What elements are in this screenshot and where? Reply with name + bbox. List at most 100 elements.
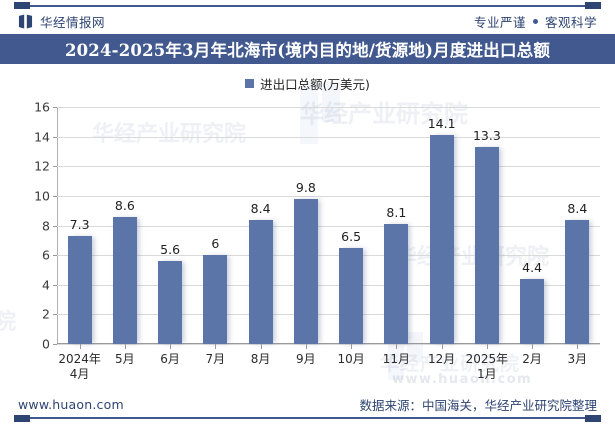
x-tick-mark	[305, 344, 307, 349]
bar-value-label: 13.3	[472, 128, 501, 143]
gridline	[57, 107, 600, 108]
bar-value-label: 5.6	[160, 242, 181, 258]
x-tick-mark	[351, 344, 353, 349]
bar-slot: 6.5 10月	[329, 107, 374, 366]
bar-slot: 7.3 2024年 4月	[57, 107, 102, 381]
bar[interactable]: 13.3	[473, 128, 501, 344]
y-tick-mark	[53, 344, 57, 345]
x-tick-label: 10月	[337, 352, 365, 366]
bar[interactable]: 9.8	[293, 180, 318, 344]
plot-area: 0 2 4 6 8 10 12 14 16 7.3 2024年 4月 8.6 5月 5.6 6月 6 7月 8.…	[34, 100, 600, 381]
y-tick-label: 2	[42, 306, 50, 322]
legend-label: 进出口总额(万美元)	[260, 77, 370, 92]
watermark-text: 院	[0, 310, 17, 335]
top-accent-block-left	[14, 2, 30, 9]
bottom-accent-block-left	[14, 415, 30, 422]
footer-site-url[interactable]: www.huaon.com	[18, 396, 124, 412]
bar-value-label: 8.1	[386, 205, 407, 221]
bar[interactable]: 6.5	[339, 229, 364, 344]
bar-slot: 8.4 3月	[555, 107, 600, 366]
x-tick-label: 6月	[160, 352, 180, 366]
bar-slot: 8.1 11月	[374, 107, 419, 366]
top-accent-block-right	[585, 2, 601, 9]
x-tick-label: 2024年 4月	[58, 352, 101, 381]
dot-icon	[532, 18, 538, 24]
tagline: 专业严谨 客观科学	[474, 12, 597, 31]
gridline	[57, 255, 600, 257]
bar-value-label: 6	[211, 236, 220, 252]
y-tick-label: 8	[42, 218, 50, 233]
gridline	[57, 166, 600, 168]
y-tick-mark	[53, 255, 57, 257]
page-title: 2024-2025年3月年北海市(境内目的地/货源地)月度进出口总额	[64, 41, 551, 60]
gridline	[57, 344, 600, 345]
bar-value-label: 8.4	[567, 200, 588, 216]
bar-slot: 6 7月	[193, 107, 238, 366]
bottom-accent-block-right	[585, 415, 601, 422]
y-tick-mark	[53, 166, 57, 168]
site-header: 华经情报网 专业严谨 客观科学	[0, 8, 615, 34]
title-bar: 2024-2025年3月年北海市(境内目的地/货源地)月度进出口总额	[0, 34, 615, 64]
bar-slot: 13.3 2025年 1月	[464, 107, 509, 381]
bar[interactable]: 8.6	[112, 198, 137, 344]
x-tick-mark	[441, 344, 443, 349]
gridline	[57, 136, 600, 138]
x-tick-mark	[486, 344, 488, 349]
bar[interactable]: 5.6	[158, 242, 183, 344]
x-tick-mark	[215, 344, 217, 349]
y-tick-label: 4	[42, 277, 50, 293]
x-tick-label: 8月	[250, 352, 271, 366]
x-tick-mark	[577, 344, 579, 349]
x-tick-mark	[170, 344, 172, 349]
x-tick-mark	[532, 344, 534, 349]
x-tick-label: 12月	[427, 352, 456, 366]
legend-swatch	[245, 79, 255, 88]
bar-slot: 9.8 9月	[283, 107, 328, 366]
x-tick-label: 7月	[205, 352, 226, 366]
y-tick-label: 10	[34, 188, 50, 204]
brand[interactable]: 华经情报网	[18, 12, 105, 31]
footer-data-source: 数据来源：中国海关，华经产业研究院整理	[359, 397, 597, 413]
chart-area: 华经产业研究院 华经产业研究院 华经产业研究院 院 华经产业研究院 www.hu…	[0, 64, 615, 390]
y-tick-mark	[53, 107, 57, 108]
x-tick-mark	[260, 344, 262, 349]
chart-legend: 进出口总额(万美元)	[0, 74, 615, 93]
book-mark-icon	[18, 14, 33, 28]
brand-name: 华经情报网	[40, 14, 106, 30]
bar[interactable]: 4.4	[520, 260, 545, 344]
y-tick-label: 0	[42, 336, 50, 352]
tagline-right: 客观科学	[544, 14, 597, 30]
y-tick-label: 16	[34, 99, 50, 115]
x-tick-mark	[396, 344, 398, 349]
bar[interactable]: 8.4	[565, 201, 590, 344]
bottom-accent-rule	[14, 417, 601, 419]
y-tick-mark	[53, 284, 57, 286]
gridline	[57, 225, 600, 227]
bar-value-label: 14.1	[427, 116, 456, 132]
bar[interactable]: 8.4	[248, 201, 273, 344]
x-tick-label: 2月	[522, 352, 542, 366]
bar[interactable]: 6	[203, 236, 228, 344]
bar-series: 7.3 2024年 4月 8.6 5月 5.6 6月 6 7月 8.4 8月 9.8 9月 6.5 10月…	[57, 107, 600, 381]
x-tick-label: 9月	[296, 352, 316, 366]
y-tick-label: 14	[34, 129, 50, 145]
x-tick-mark	[124, 344, 126, 349]
y-tick-mark	[53, 225, 57, 227]
y-tick-label: 12	[34, 158, 50, 174]
bar[interactable]: 8.1	[384, 205, 409, 344]
bar[interactable]: 7.3	[67, 217, 92, 344]
x-tick-label: 5月	[115, 352, 135, 366]
x-tick-label: 3月	[567, 352, 588, 366]
y-tick-mark	[53, 136, 57, 138]
gridline	[57, 284, 600, 286]
gridline	[57, 195, 600, 197]
bar-value-label: 9.8	[295, 179, 316, 195]
bar-value-label: 7.3	[69, 216, 90, 232]
bar[interactable]: 14.1	[428, 116, 456, 344]
site-footer: www.huaon.com 数据来源：中国海关，华经产业研究院整理	[0, 393, 615, 415]
y-tick-mark	[53, 195, 57, 197]
top-accent-rule	[14, 5, 601, 7]
bar-value-label: 8.4	[250, 200, 271, 216]
x-tick-label: 11月	[382, 352, 411, 366]
